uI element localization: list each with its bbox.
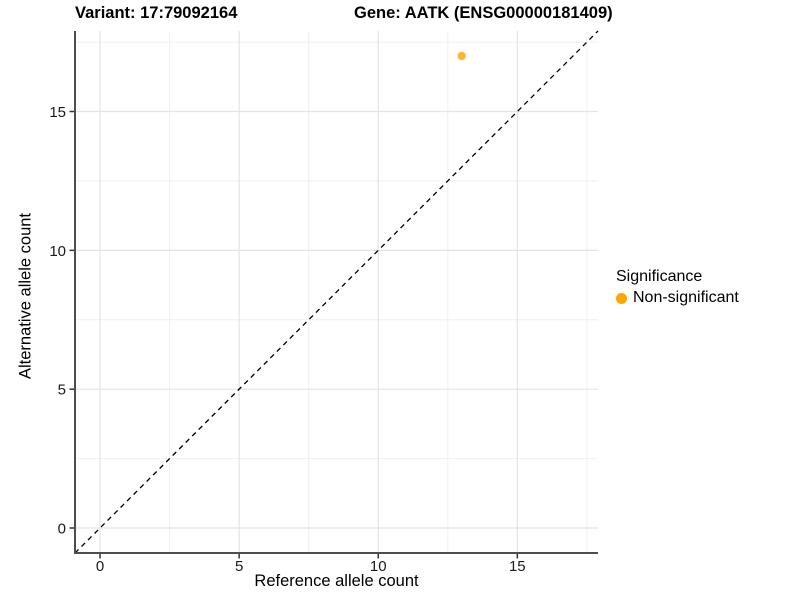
variant-title: Variant: 17:79092164 [75, 4, 238, 22]
legend-item-label: Non-significant [633, 289, 739, 306]
legend-item: Non-significant [616, 289, 739, 307]
identity-reference-line [74, 30, 599, 554]
legend: Significance Non-significant [616, 268, 739, 307]
x-tick-label: 15 [509, 558, 526, 575]
y-tick-label: 10 [49, 243, 66, 260]
data-point [457, 51, 466, 61]
y-tick-label: 15 [49, 104, 66, 121]
x-tick-label: 5 [235, 558, 243, 575]
y-axis-title: Alternative allele count [16, 212, 35, 380]
legend-title: Significance [616, 268, 703, 285]
y-tick-label: 5 [58, 382, 66, 399]
legend-point-icon [616, 292, 627, 304]
x-axis-title: Reference allele count [254, 572, 419, 590]
x-tick-label: 0 [96, 558, 104, 575]
y-tick-label: 0 [58, 521, 66, 538]
gene-title: Gene: AATK (ENSG00000181409) [354, 4, 613, 22]
x-tick-label: 10 [370, 558, 387, 575]
